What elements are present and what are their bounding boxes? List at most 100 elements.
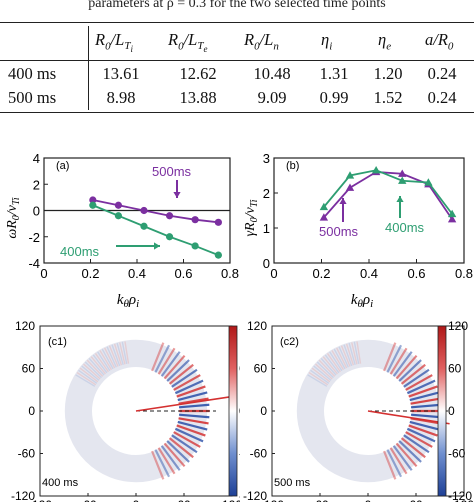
chart-c2-ytick-label: 0 [260, 404, 267, 418]
chart-a-point-400ms [140, 222, 148, 230]
panel-b-chart: 0 0.2 0.4 0.6 0.8 3 2 1 0 (b) 500ms 400ms kθρi γ… [243, 151, 473, 310]
chart-c2-wave-fringe [395, 354, 418, 380]
chart-c1-colorbar-tick: 0 [239, 404, 240, 418]
chart-b-xtick-label: 0 [270, 266, 277, 281]
chart-c2-faint-fringe [340, 345, 351, 367]
chart-c1-wave-fringe [173, 431, 201, 448]
header-r0-ln: R0/Ln [244, 30, 279, 53]
chart-c2-faint-fringe [331, 350, 345, 371]
chart-c2-wave-fringe [383, 342, 397, 372]
chart-c1-colorbar-tick: -60 [239, 447, 240, 461]
chart-c2-wave-fringe [386, 344, 403, 373]
chart-c1-colorbar-tick: -120 [239, 489, 240, 502]
arrow-400ms-a-head [154, 242, 160, 250]
caption-fragment: parameters at ρ = 0.3 for the two select… [88, 0, 386, 10]
cell-500-ln: 9.09 [257, 88, 287, 107]
chart-a-ytick-label: -4 [28, 256, 40, 271]
chart-c2-xtick-label: -60 [311, 498, 329, 502]
chart-c1-wave-fringe [151, 450, 165, 480]
chart-b-point-500ms [345, 183, 355, 191]
chart-a-point-500ms [114, 201, 122, 209]
table-bottom-rule [0, 112, 474, 114]
chart-c1-wave-fringe [178, 413, 210, 419]
chart-b-ytick-label: 3 [263, 151, 270, 166]
chart-c1-faint-fringe [104, 347, 116, 369]
cell-400-etai: 1.31 [319, 64, 349, 83]
chart-c2-wave-fringe [408, 385, 438, 398]
chart-c1-faint-fringe [78, 369, 98, 384]
chart-b-point-400ms [447, 209, 457, 218]
chart-c2-faint-fringe [315, 363, 333, 380]
table-header-rule [0, 60, 474, 62]
chart-c2-faint-fringe [356, 341, 362, 364]
chart-c1-faint-fringe [111, 344, 121, 367]
chart-c2-wave-fringe [392, 351, 413, 377]
chart-c2-wave-fringe [406, 427, 436, 443]
chart-c1-faint-fringe [94, 353, 109, 373]
chart-c1-faint-fringe [113, 343, 123, 366]
chart-c2-faint-fringe [333, 348, 346, 370]
chart-a-ytick-label: -2 [28, 230, 40, 245]
chart-c1-faint-fringe [106, 346, 117, 368]
chart-c2-wave-fringe [389, 447, 408, 475]
x-axis-label-b: kθρi [351, 292, 373, 310]
chart-c2-wave-fringe [398, 440, 422, 463]
chart-c1-wave-fringe [166, 440, 190, 463]
cell-400-ln: 10.48 [253, 64, 291, 83]
chart-c1-wave-fringe [178, 397, 209, 405]
chart-a-series-line-500ms [92, 199, 219, 224]
chart-b-xtick-label: 0.4 [360, 266, 378, 281]
cell-400-ar0: 0.24 [427, 64, 457, 83]
chart-c1-faint-fringe [84, 361, 102, 379]
chart-c2-colorbar [437, 325, 447, 497]
chart-a-point-500ms [140, 206, 148, 215]
chart-c1-faint-fringe [76, 371, 97, 386]
chart-b-point-400ms [398, 176, 407, 184]
table-vertical-rule [88, 26, 90, 110]
chart-c2-faint-fringe [320, 357, 337, 376]
chart-c2-wave-fringe [409, 391, 440, 402]
chart-c1-wave-fringe [176, 385, 206, 398]
chart-c1-ytick-label: 120 [15, 319, 35, 333]
chart-c2-colorbar-tick: -60 [448, 447, 466, 461]
y-axis-label-a: ωR0/vTi [5, 197, 22, 239]
annotation-400ms-a: 400ms [60, 244, 100, 259]
chart-c2-wave-fringe [383, 450, 397, 480]
chart-a-xtick-label: 0.6 [174, 266, 192, 281]
chart-c1-wave-fringe [154, 449, 171, 478]
header-eta-i: ηi [321, 30, 333, 53]
chart-a-point-500ms [191, 216, 199, 224]
chart-c1-wave-fringe [157, 447, 176, 475]
chart-c2-wave-fringe [389, 347, 408, 375]
panel-c2-contour: -120-60060120120600-60-120120600-60-120 … [243, 319, 474, 502]
chart-c1-xtick-label: -120 [28, 498, 52, 502]
chart-c2-faint-fringe [348, 342, 356, 365]
chart-b-series-line-400ms [323, 169, 453, 215]
chart-c2-ray-line [367, 410, 450, 425]
panel-c2-time: 500 ms [274, 477, 311, 489]
chart-c2-colorbar-tick: 120 [448, 319, 468, 333]
chart-c2-wave-fringe [400, 363, 426, 385]
chart-c2-faint-fringe [307, 374, 328, 387]
chart-c2-wave-fringe [392, 445, 413, 471]
chart-c1-colorbar-tick: 120 [239, 319, 240, 333]
chart-c2-xtick-label: 60 [409, 498, 423, 502]
chart-b-frame [273, 157, 465, 264]
chart-c2-xtick-label: 0 [365, 498, 372, 502]
chart-c2-faint-fringe [310, 369, 330, 384]
chart-b-point-500ms [319, 213, 329, 221]
chart-b-point-400ms [319, 202, 329, 211]
chart-c1-wave-fringe [173, 374, 201, 391]
chart-c2-wave-fringe [403, 434, 430, 454]
chart-c1-colorbar [228, 325, 238, 497]
chart-c1-wave-fringe [151, 342, 165, 372]
chart-c1-faint-fringe [99, 350, 113, 371]
cell-400-etae: 1.20 [373, 64, 403, 83]
chart-c2-wave-fringe [400, 437, 426, 459]
chart-c2-faint-fringe [324, 354, 340, 374]
arrow-500ms-b-head [339, 198, 347, 204]
chart-c1-wave-fringe [157, 347, 176, 375]
chart-c1-ray-line [135, 396, 231, 412]
chart-b-point-500ms [447, 215, 457, 223]
chart-c2-faint-fringe [343, 344, 353, 367]
